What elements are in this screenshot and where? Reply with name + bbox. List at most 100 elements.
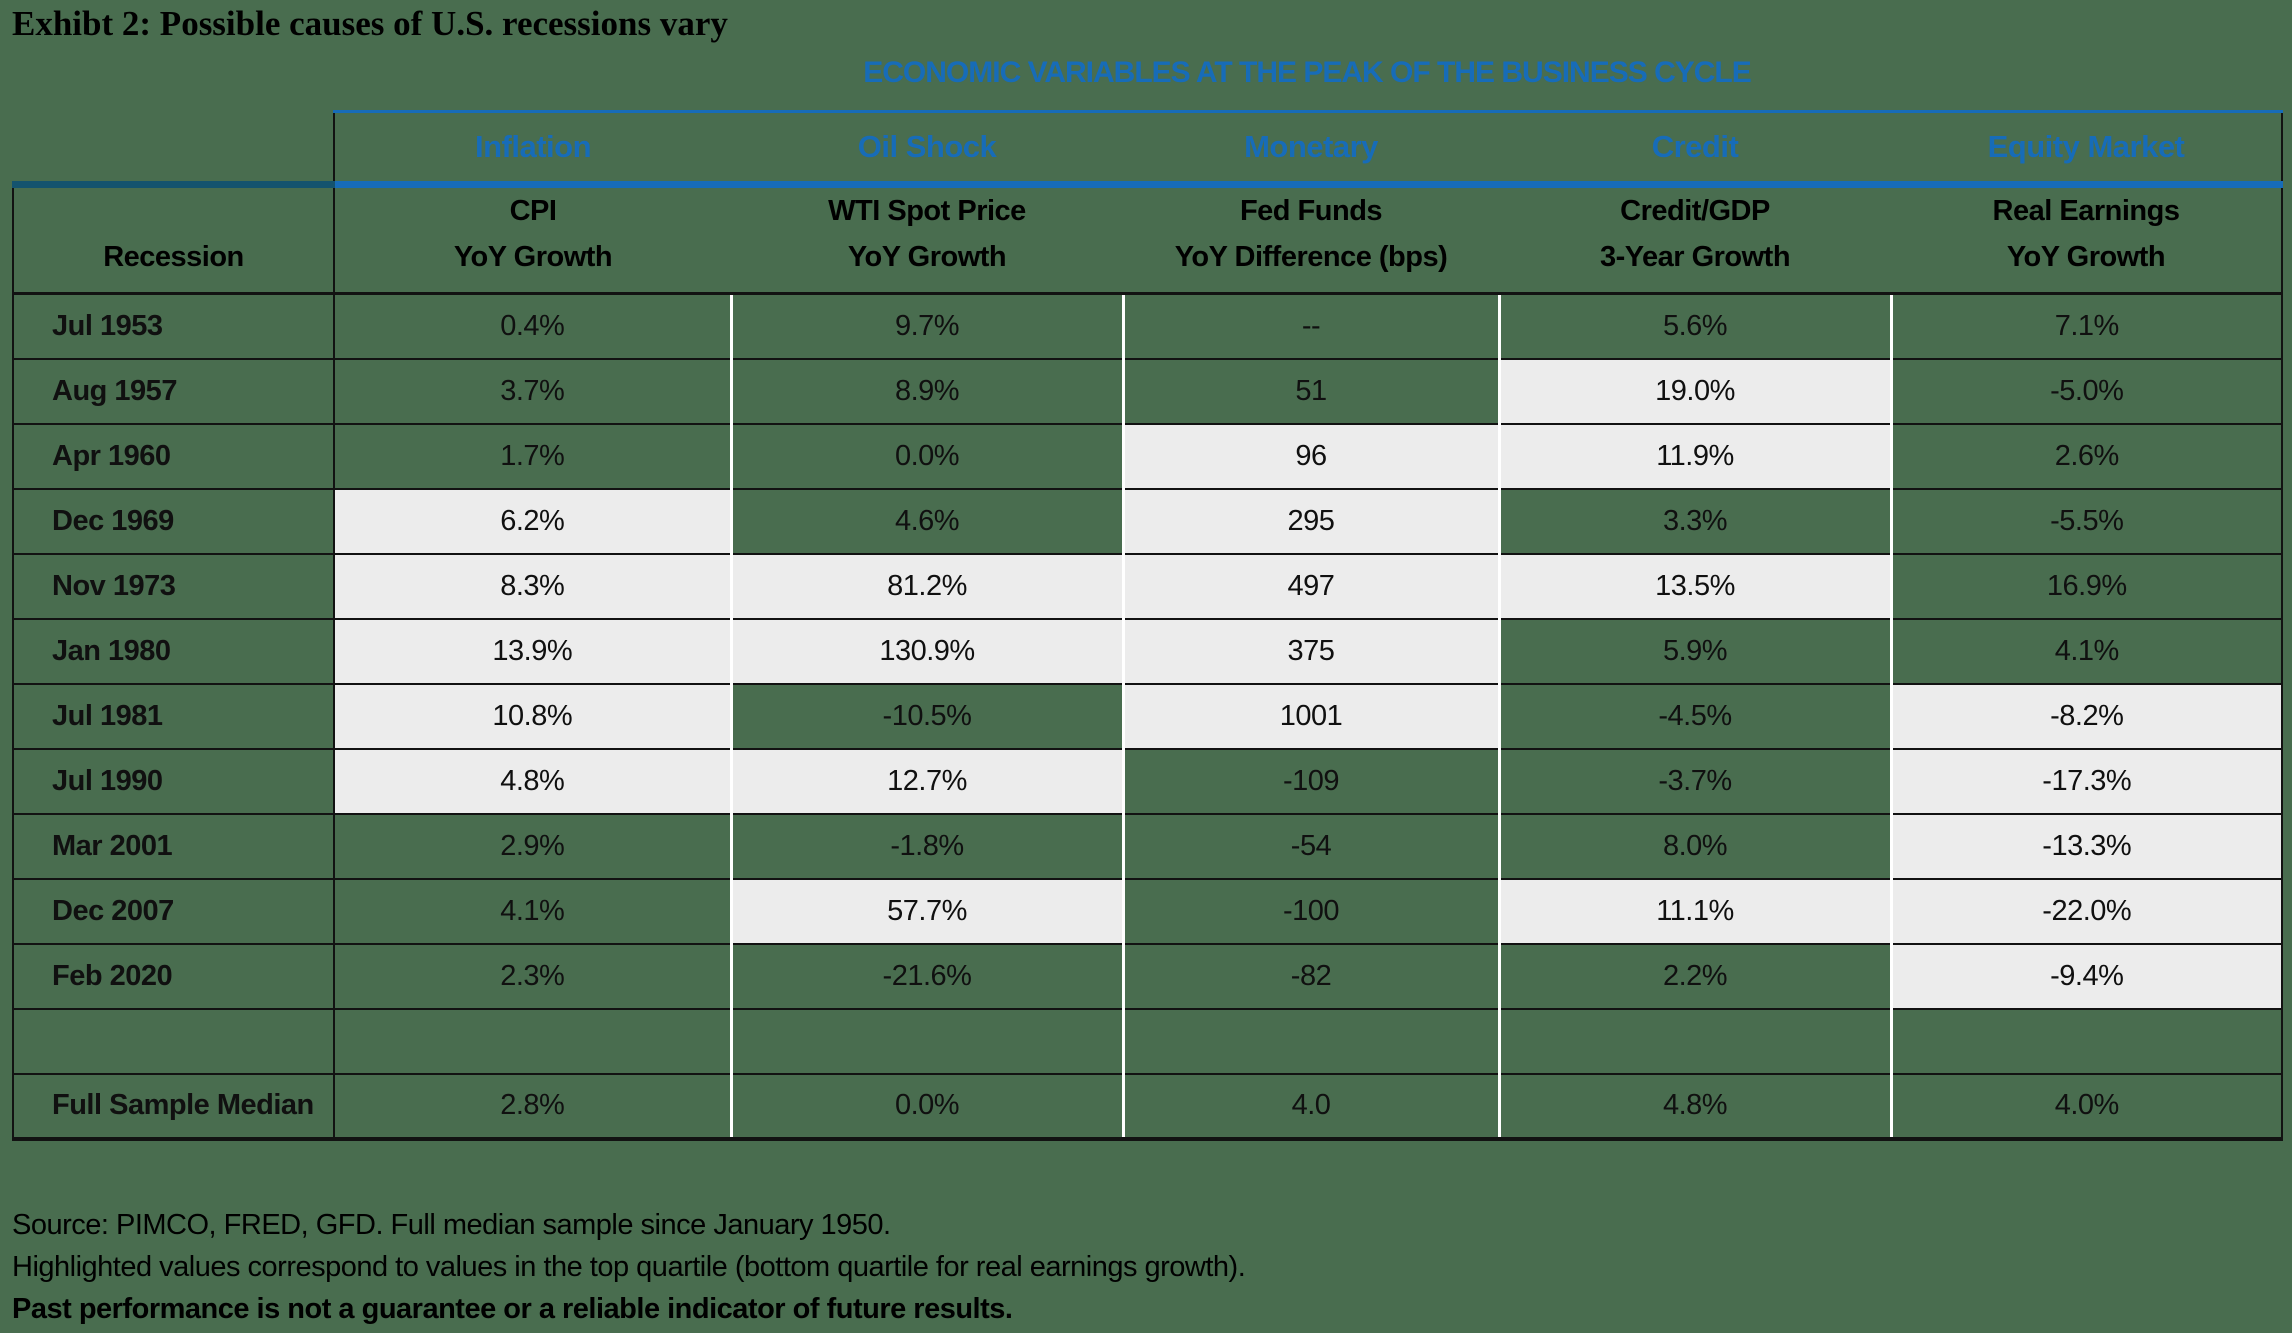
table-banner: ECONOMIC VARIABLES AT THE PEAK OF THE BU… xyxy=(863,56,1752,89)
table-row: Mar 2001 2.9% -1.8% -54 8.0% -13.3% xyxy=(12,813,2283,880)
row-label: Jan 1980 xyxy=(12,618,335,685)
table-cell: 4.0 xyxy=(1121,1073,1499,1141)
table-cell: 1001 xyxy=(1121,683,1499,750)
row-label: Jul 1953 xyxy=(12,293,335,360)
table-cell: 19.0% xyxy=(1497,358,1891,425)
table-row: Jul 1981 10.8% -10.5% 1001 -4.5% -8.2% xyxy=(12,683,2283,750)
table-cell: 0.0% xyxy=(729,1073,1123,1141)
page-title: Exhibt 2: Possible causes of U.S. recess… xyxy=(12,4,728,43)
row-label: Full Sample Median xyxy=(12,1073,335,1141)
row-label: Feb 2020 xyxy=(12,943,335,1010)
table-cell: 8.3% xyxy=(334,553,731,620)
table-cell: 8.0% xyxy=(1497,813,1891,880)
table-cell: 4.8% xyxy=(334,748,731,815)
table-cell: -- xyxy=(1121,293,1499,360)
row-label: Jul 1990 xyxy=(12,748,335,815)
table-cell: -1.8% xyxy=(729,813,1123,880)
table-cell: 51 xyxy=(1121,358,1499,425)
group-header-monetary: Monetary xyxy=(1123,110,1499,188)
group-header-equity-market: Equity Market xyxy=(1891,110,2283,188)
table-cell: -22.0% xyxy=(1889,878,2283,945)
table-cell: -3.7% xyxy=(1497,748,1891,815)
table-row: Apr 1960 1.7% 0.0% 96 11.9% 2.6% xyxy=(12,423,2283,490)
table-cell: 7.1% xyxy=(1889,293,2283,360)
footnote-source: Source: PIMCO, FRED, GFD. Full median sa… xyxy=(12,1209,891,1241)
table-cell: 0.4% xyxy=(334,293,731,360)
table-cell: 5.9% xyxy=(1497,618,1891,685)
table-cell: -5.5% xyxy=(1889,488,2283,555)
table-cell: -5.0% xyxy=(1889,358,2283,425)
table-row: Jul 1953 0.4% 9.7% -- 5.6% 7.1% xyxy=(12,293,2283,360)
table-cell: 5.6% xyxy=(1497,293,1891,360)
table-cell: 11.9% xyxy=(1497,423,1891,490)
table-cell: 3.3% xyxy=(1497,488,1891,555)
row-label: Dec 1969 xyxy=(12,488,335,555)
table-row: Dec 2007 4.1% 57.7% -100 11.1% -22.0% xyxy=(12,878,2283,945)
group-header-credit: Credit xyxy=(1499,110,1891,188)
table-cell: 81.2% xyxy=(729,553,1123,620)
table-cell: -100 xyxy=(1121,878,1499,945)
table-cell: 130.9% xyxy=(729,618,1123,685)
table-cell: 1.7% xyxy=(334,423,731,490)
footnotes: Source: PIMCO, FRED, GFD. Full median sa… xyxy=(12,1204,1246,1330)
table-cell: 4.1% xyxy=(334,878,731,945)
table-cell: -9.4% xyxy=(1889,943,2283,1010)
table-cell: -17.3% xyxy=(1889,748,2283,815)
table-cell: 12.7% xyxy=(729,748,1123,815)
recession-table: Inflation Oil Shock Monetary Credit Equi… xyxy=(12,110,2283,1141)
column-header-real-earnings: Real Earnings YoY Growth xyxy=(1891,184,2283,295)
table-cell: 295 xyxy=(1121,488,1499,555)
table-cell: 4.8% xyxy=(1497,1073,1891,1141)
table-row: Jan 1980 13.9% 130.9% 375 5.9% 4.1% xyxy=(12,618,2283,685)
table-cell: 2.8% xyxy=(334,1073,731,1141)
column-header-recession: Recession xyxy=(12,184,335,295)
table-cell: 9.7% xyxy=(729,293,1123,360)
table-cell: -54 xyxy=(1121,813,1499,880)
row-label: Nov 1973 xyxy=(12,553,335,620)
column-header-credit-gdp: Credit/GDP 3-Year Growth xyxy=(1499,184,1891,295)
table-row: Aug 1957 3.7% 8.9% 51 19.0% -5.0% xyxy=(12,358,2283,425)
table-cell: 4.6% xyxy=(729,488,1123,555)
row-label: Mar 2001 xyxy=(12,813,335,880)
table-cell: -82 xyxy=(1121,943,1499,1010)
table-cell xyxy=(1889,1008,2283,1075)
table-cell: 13.9% xyxy=(334,618,731,685)
table-cell: 4.0% xyxy=(1889,1073,2283,1141)
table-cell: 2.3% xyxy=(334,943,731,1010)
table-cell: 13.5% xyxy=(1497,553,1891,620)
group-header-inflation: Inflation xyxy=(333,110,731,188)
row-label: Dec 2007 xyxy=(12,878,335,945)
table-cell: -10.5% xyxy=(729,683,1123,750)
table-cell xyxy=(1121,1008,1499,1075)
table-cell: 16.9% xyxy=(1889,553,2283,620)
row-label: Apr 1960 xyxy=(12,423,335,490)
table-cell xyxy=(1497,1008,1891,1075)
table-cell: 0.0% xyxy=(729,423,1123,490)
table-cell: -8.2% xyxy=(1889,683,2283,750)
row-label: Aug 1957 xyxy=(12,358,335,425)
table-cell: 8.9% xyxy=(729,358,1123,425)
table-row: Jul 1990 4.8% 12.7% -109 -3.7% -17.3% xyxy=(12,748,2283,815)
column-header-cpi: CPI YoY Growth xyxy=(334,184,731,295)
column-header-fed-funds: Fed Funds YoY Difference (bps) xyxy=(1123,184,1499,295)
table-cell xyxy=(729,1008,1123,1075)
table-row: Nov 1973 8.3% 81.2% 497 13.5% 16.9% xyxy=(12,553,2283,620)
table-cell: 10.8% xyxy=(334,683,731,750)
table-cell: -109 xyxy=(1121,748,1499,815)
table-cell: 96 xyxy=(1121,423,1499,490)
table-cell: 2.6% xyxy=(1889,423,2283,490)
table-cell: 4.1% xyxy=(1889,618,2283,685)
group-header-oil-shock: Oil Shock xyxy=(731,110,1123,188)
spacer-row xyxy=(12,1008,2283,1075)
table-cell xyxy=(334,1008,731,1075)
group-header-row: Inflation Oil Shock Monetary Credit Equi… xyxy=(13,110,2283,188)
table-cell: -13.3% xyxy=(1889,813,2283,880)
table-cell: -4.5% xyxy=(1497,683,1891,750)
table-cell: 375 xyxy=(1121,618,1499,685)
table-cell: 6.2% xyxy=(334,488,731,555)
column-header-wti: WTI Spot Price YoY Growth xyxy=(731,184,1123,295)
table-row: Dec 1969 6.2% 4.6% 295 3.3% -5.5% xyxy=(12,488,2283,555)
median-row: Full Sample Median 2.8% 0.0% 4.0 4.8% 4.0% xyxy=(12,1073,2283,1141)
table-body: Jul 1953 0.4% 9.7% -- 5.6% 7.1% Aug 1957 3.7% 8.… xyxy=(12,293,2283,1141)
